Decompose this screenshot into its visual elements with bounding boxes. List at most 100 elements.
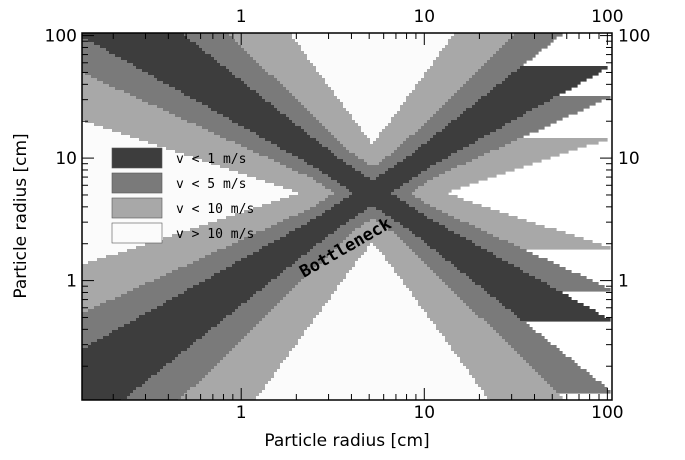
contour-cell	[448, 342, 509, 346]
contour-cell	[436, 273, 467, 277]
contour-cell	[394, 189, 416, 193]
contour-cell	[82, 381, 146, 385]
contour-cell	[82, 387, 137, 391]
contour-cell	[145, 381, 200, 385]
contour-cell	[196, 384, 266, 388]
contour-cell	[421, 237, 467, 241]
contour-cell	[310, 111, 350, 115]
legend-swatch	[111, 147, 163, 169]
contour-cell	[364, 252, 383, 256]
contour-cell	[319, 141, 341, 145]
contour-cell	[370, 243, 374, 247]
contour-cell	[391, 117, 431, 121]
contour-cell	[256, 231, 290, 235]
contour-cell	[445, 336, 503, 340]
contour-cell	[292, 153, 335, 157]
contour-cell	[487, 231, 566, 235]
contour-cell	[82, 138, 140, 142]
contour-cell	[286, 234, 329, 238]
contour-cell	[433, 63, 485, 67]
contour-cell	[508, 39, 554, 43]
contour-cell	[517, 315, 605, 319]
contour-cell	[190, 387, 266, 391]
contour-cell	[427, 264, 455, 268]
contour-cell	[244, 126, 302, 130]
contour-cell	[244, 336, 302, 340]
contour-cell	[247, 300, 281, 304]
contour-cell	[82, 192, 299, 196]
contour-cell	[94, 306, 158, 310]
contour-cell	[481, 387, 554, 391]
contour-cell	[517, 117, 563, 121]
contour-cell	[415, 252, 440, 256]
contour-cell	[334, 192, 353, 196]
contour-cell	[415, 195, 458, 199]
contour-cell	[337, 156, 359, 160]
contour-cell	[313, 267, 353, 271]
contour-cell	[412, 291, 455, 295]
contour-cell	[436, 162, 467, 166]
contour-cell	[397, 195, 416, 199]
contour-cell	[313, 177, 332, 181]
contour-cell	[445, 45, 503, 49]
contour-cell	[412, 177, 434, 181]
contour-cell	[334, 90, 413, 94]
contour-cell	[262, 66, 317, 70]
x-tick-label-top: 100	[591, 7, 623, 27]
contour-cell	[526, 360, 575, 364]
contour-cell	[226, 267, 287, 271]
contour-cell	[307, 108, 347, 112]
contour-cell	[343, 198, 401, 202]
contour-cell	[427, 243, 476, 247]
contour-cell	[370, 141, 374, 145]
contour-cell	[430, 246, 482, 250]
contour-cell	[187, 288, 263, 292]
contour-cell	[421, 258, 446, 262]
contour-cell	[277, 369, 470, 373]
contour-cell	[310, 219, 350, 223]
contour-cell	[124, 324, 218, 328]
contour-cell	[313, 63, 434, 67]
contour-cell	[328, 234, 350, 238]
contour-cell	[82, 357, 176, 361]
contour-cell	[82, 57, 122, 61]
contour-cell	[202, 48, 245, 52]
contour-cell	[82, 345, 89, 349]
contour-cell	[379, 222, 401, 226]
contour-cell	[496, 330, 536, 334]
contour-cell	[403, 141, 428, 145]
contour-cell	[424, 183, 470, 187]
contour-cell	[481, 285, 551, 289]
contour-cell	[256, 90, 290, 94]
contour-cell	[430, 66, 482, 70]
contour-cell	[451, 168, 515, 172]
contour-cell	[334, 93, 410, 97]
contour-cell	[205, 279, 272, 283]
contour-cell	[289, 291, 335, 295]
contour-cell	[346, 276, 401, 280]
contour-cell	[115, 297, 173, 301]
contour-cell	[472, 75, 509, 79]
contour-cell	[475, 243, 515, 247]
contour-cell	[142, 69, 230, 73]
contour-cell	[418, 81, 467, 85]
contour-cell	[421, 78, 470, 82]
contour-cell	[82, 339, 98, 343]
contour-cell	[433, 321, 488, 325]
axis-ticks	[82, 33, 612, 400]
contour-cell	[472, 159, 542, 163]
y-tick-label-left: 100	[45, 27, 77, 47]
contour-cell	[82, 276, 161, 280]
contour-cell	[457, 354, 521, 358]
contour-cell	[202, 126, 245, 130]
contour-cell	[169, 111, 218, 115]
contour-cell	[163, 108, 212, 112]
contour-cell	[475, 381, 548, 385]
contour-cell	[391, 192, 413, 196]
contour-cell	[166, 273, 215, 277]
contour-cell	[157, 105, 209, 109]
contour-cell	[232, 36, 293, 40]
contour-cell	[526, 111, 578, 115]
contour-cell	[229, 33, 293, 37]
contour-cell	[385, 171, 422, 175]
